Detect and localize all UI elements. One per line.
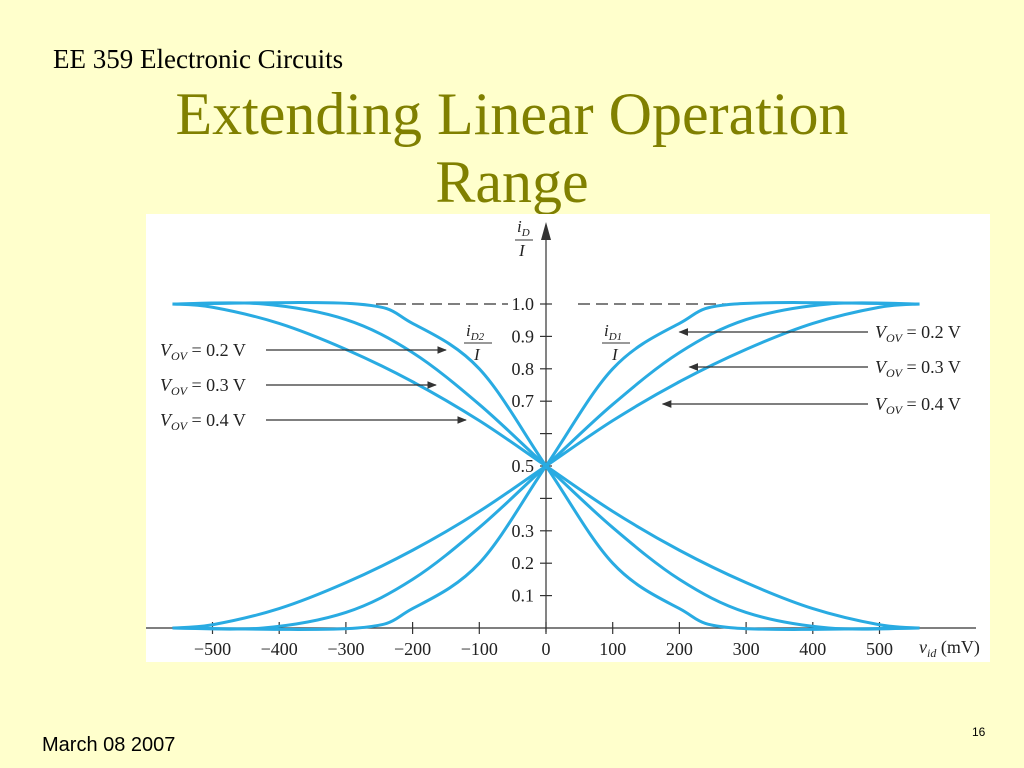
slide-title-line-2: Range [435,149,589,215]
slide-title: Extending Linear Operation Range [0,80,1024,216]
annotation-label-left: VOV = 0.2 V [160,340,246,363]
curve-label-numerator: iD1 [604,321,622,343]
y-axis-arrowhead [541,222,551,240]
x-tick-label: 300 [733,639,760,659]
x-axis-label: vid (mV) [919,637,980,660]
annotation-label-left: VOV = 0.4 V [160,410,246,433]
chart-panel: −500 −400 −300 −200 −100 0 100 200 300 400 500 vid … [146,214,990,662]
annotation-label-right: VOV = 0.2 V [875,322,961,345]
x-tick-label: 0 [542,639,551,659]
slide-title-line-1: Extending Linear Operation [175,81,849,147]
x-tick-label: −100 [461,639,498,659]
page-number: 16 [972,725,986,739]
x-tick-label: 200 [666,639,693,659]
chart-svg: −500 −400 −300 −200 −100 0 100 200 300 400 500 vid … [146,217,980,660]
y-tick-label: 0.2 [512,553,535,573]
annotation-label-right: VOV = 0.3 V [875,357,961,380]
y-tick-label: 0.5 [512,456,535,476]
y-tick-label: 0.3 [512,521,535,541]
x-tick-label: 500 [866,639,893,659]
x-tick-label: −200 [394,639,431,659]
course-title: EE 359 Electronic Circuits [53,44,344,74]
annotation-label-right: VOV = 0.4 V [875,394,961,417]
y-tick-label: 0.1 [512,586,535,606]
y-tick-label: 0.8 [512,359,535,379]
x-tick-label: −300 [327,639,364,659]
curve-label-numerator: iD2 [466,321,485,343]
y-axis-label-denominator: I [518,241,526,260]
x-tick-label: −400 [261,639,298,659]
x-tick-label: 400 [799,639,826,659]
intersection-point [542,462,550,470]
y-tick-label: 1.0 [512,294,535,314]
y-axis-label-numerator: iD [517,217,530,239]
y-tick-label: 0.7 [512,391,535,411]
y-tick-label: 0.9 [512,326,535,346]
x-tick-label: −500 [194,639,231,659]
annotation-label-left: VOV = 0.3 V [160,375,246,398]
curve-label-denominator: I [611,345,619,364]
curve-label-denominator: I [473,345,481,364]
slide-date: March 08 2007 [42,734,176,756]
x-tick-label: 100 [599,639,626,659]
